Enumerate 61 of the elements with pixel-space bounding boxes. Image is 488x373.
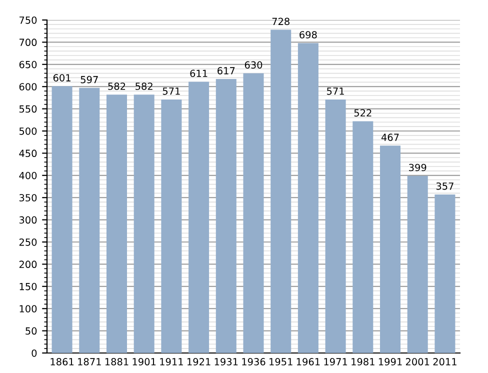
x-tick-label: 1951 [270, 358, 292, 366]
data-label: 582 [136, 82, 152, 90]
bar [407, 176, 428, 353]
y-tick-label: 100 [20, 305, 37, 312]
bar [134, 94, 154, 353]
data-label: 357 [436, 182, 454, 190]
data-label: 597 [80, 76, 98, 84]
data-label: 522 [354, 109, 372, 117]
x-tick-label: 1961 [296, 358, 320, 366]
x-tick-label: 2001 [406, 358, 430, 366]
data-label: 399 [409, 164, 426, 172]
bar [52, 86, 72, 353]
y-tick-label: 0 [32, 349, 37, 357]
bar [106, 94, 127, 353]
data-label: 611 [190, 70, 208, 78]
y-tick-label: 600 [19, 83, 37, 90]
x-tick-label: 1901 [132, 358, 156, 366]
bar [243, 73, 264, 353]
bar [161, 99, 182, 353]
data-label: 617 [218, 67, 235, 74]
y-tick-label: 450 [19, 150, 37, 158]
x-tick-label: 2011 [433, 358, 456, 366]
bar [325, 99, 346, 353]
data-label: 467 [381, 134, 399, 141]
x-tick-label: 1936 [242, 358, 266, 366]
x-tick-label: 1861 [50, 358, 74, 366]
bar [380, 146, 401, 353]
y-tick-label: 200 [19, 260, 37, 268]
x-tick-label: 1871 [78, 358, 101, 366]
data-label: 698 [300, 31, 317, 38]
bar [434, 194, 456, 353]
bar [216, 79, 236, 353]
y-tick-label: 300 [19, 216, 37, 224]
x-tick-label: 1931 [214, 358, 238, 366]
bar [79, 88, 100, 353]
y-tick-label: 250 [19, 238, 37, 246]
data-label: 571 [162, 88, 180, 95]
bar [298, 43, 318, 353]
y-tick-label: 350 [19, 194, 37, 202]
bar [188, 82, 210, 353]
x-tick-label: 1881 [105, 358, 128, 366]
y-tick-label: 650 [19, 60, 37, 68]
x-tick-label: 1971 [324, 358, 348, 366]
data-label: 630 [244, 61, 262, 69]
y-tick-label: 500 [19, 127, 37, 135]
y-tick-label: 700 [20, 38, 37, 46]
bar [270, 30, 292, 353]
x-tick-label: 1911 [160, 358, 183, 366]
x-tick-label: 1921 [187, 358, 210, 366]
y-tick-label: 150 [20, 282, 37, 290]
bar [352, 121, 374, 353]
data-label: 601 [53, 74, 70, 82]
data-label: 571 [327, 88, 344, 95]
y-tick-label: 750 [20, 16, 37, 24]
y-tick-label: 400 [19, 172, 37, 180]
data-label: 728 [272, 18, 290, 26]
x-tick-label: 1991 [378, 358, 402, 366]
x-tick-label: 1981 [352, 358, 374, 366]
data-label: 582 [108, 82, 126, 90]
y-tick-label: 550 [19, 105, 37, 113]
y-tick-label: 50 [26, 327, 37, 335]
